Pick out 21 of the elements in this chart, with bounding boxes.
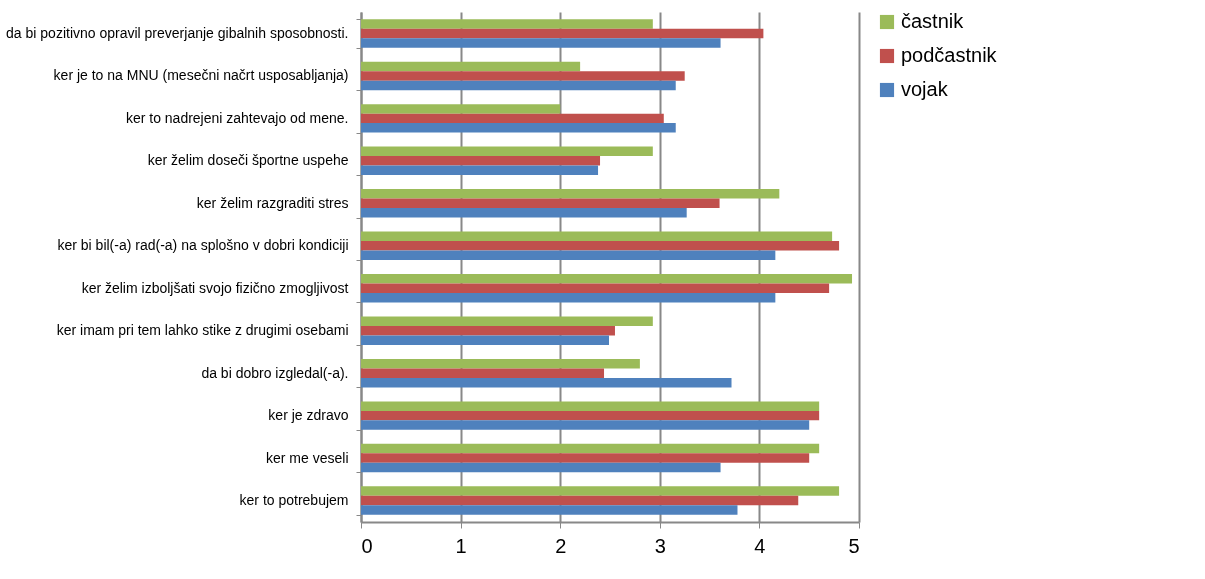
- y-tick-label: ker želim razgraditi stres: [196, 194, 349, 211]
- y-tick-label: ker to nadrejeni zahtevajo od mene.: [125, 109, 349, 126]
- x-tick-label: 4: [754, 534, 766, 557]
- y-tick-label: ker bi bil(-a) rad(-a) na splošno v dobri kondiciji: [57, 237, 349, 254]
- legend-label: vojak: [901, 78, 949, 100]
- y-tick-label: da bi dobro izgledal(-a).: [201, 364, 349, 381]
- y-tick-label: ker me veseli: [266, 449, 349, 466]
- x-tick-label: 3: [654, 534, 666, 557]
- y-tick-label: ker želim doseči športne uspehe: [147, 152, 349, 169]
- y-tick-label: ker je zdravo: [268, 407, 349, 424]
- x-tick-label: 0: [361, 534, 373, 557]
- x-tick-label: 5: [848, 534, 860, 557]
- x-tick-label: 2: [555, 534, 567, 557]
- y-tick-label: ker imam pri tem lahko stike z drugimi osebami: [56, 322, 349, 339]
- legend-label: častnik: [901, 10, 965, 32]
- y-tick-label: ker je to na MNU (mesečni načrt usposabljanja): [53, 67, 349, 84]
- y-tick-label: ker to potrebujem: [239, 492, 349, 509]
- y-tick-label: ker želim izboljšati svojo fizično zmogljivost: [81, 279, 349, 296]
- legend-label: podčastnik: [901, 44, 998, 66]
- x-tick-label: 1: [455, 534, 467, 557]
- y-tick-label: da bi pozitivno opravil preverjanje gibalnih sposobnosti.: [6, 24, 349, 41]
